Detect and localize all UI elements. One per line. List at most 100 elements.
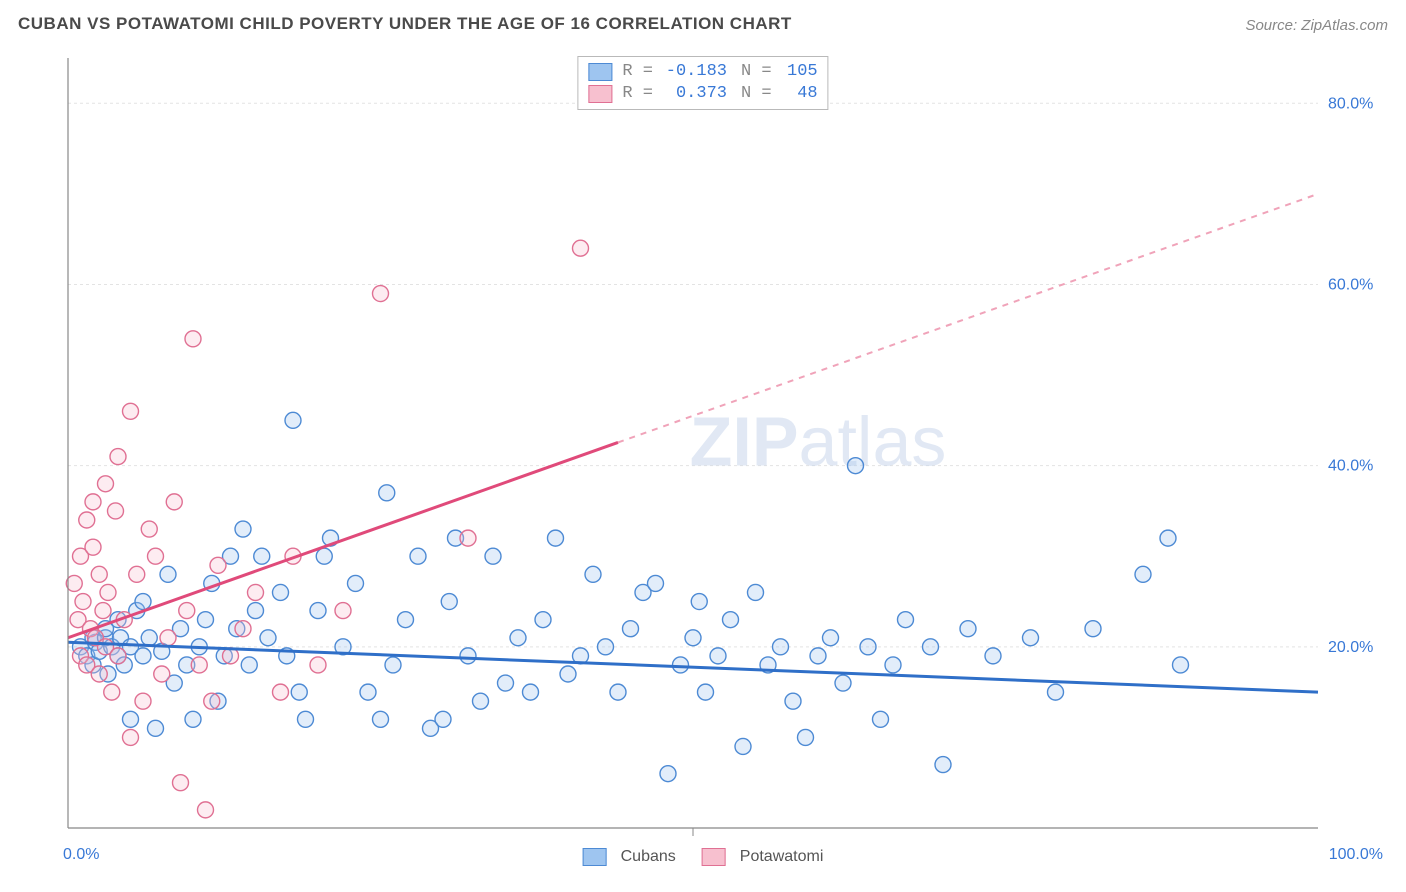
data-point (179, 603, 195, 619)
svg-text:40.0%: 40.0% (1328, 458, 1373, 475)
data-point (260, 630, 276, 646)
data-point (710, 648, 726, 664)
data-point (91, 666, 107, 682)
data-point (1023, 630, 1039, 646)
data-point (360, 684, 376, 700)
data-point (85, 494, 101, 510)
data-point (316, 548, 332, 564)
data-point (548, 530, 564, 546)
legend-n-value: 105 (776, 61, 818, 83)
data-point (135, 648, 151, 664)
data-point (585, 566, 601, 582)
data-point (673, 657, 689, 673)
legend-swatch (588, 63, 612, 81)
data-point (460, 648, 476, 664)
correlation-legend: R =-0.183N =105R = 0.373N = 48 (577, 56, 828, 110)
data-point (85, 539, 101, 555)
x-axis-min-label: 0.0% (63, 846, 99, 864)
data-point (860, 639, 876, 655)
data-point (898, 612, 914, 628)
data-point (1085, 621, 1101, 637)
data-point (691, 594, 707, 610)
data-point (100, 584, 116, 600)
data-point (1160, 530, 1176, 546)
svg-text:80.0%: 80.0% (1328, 95, 1373, 112)
data-point (523, 684, 539, 700)
data-point (685, 630, 701, 646)
data-point (398, 612, 414, 628)
data-point (648, 575, 664, 591)
legend-label: Potawatomi (740, 848, 824, 866)
data-point (560, 666, 576, 682)
data-point (735, 738, 751, 754)
svg-text:20.0%: 20.0% (1328, 639, 1373, 656)
data-point (291, 684, 307, 700)
chart-area: Child Poverty Under the Age of 16 20.0%4… (18, 48, 1388, 868)
data-point (373, 286, 389, 302)
legend-n-label: N = (741, 83, 772, 105)
legend-r-label: R = (622, 61, 653, 83)
data-point (110, 449, 126, 465)
legend-swatch (702, 848, 726, 866)
data-point (185, 711, 201, 727)
data-point (273, 684, 289, 700)
data-point (573, 240, 589, 256)
data-point (310, 603, 326, 619)
data-point (160, 630, 176, 646)
data-point (660, 766, 676, 782)
data-point (698, 684, 714, 700)
data-point (166, 494, 182, 510)
chart-source: Source: ZipAtlas.com (1245, 17, 1388, 34)
legend-n-label: N = (741, 61, 772, 83)
data-point (848, 458, 864, 474)
data-point (823, 630, 839, 646)
scatter-plot-svg: 20.0%40.0%60.0%80.0%ZIPatlas (58, 48, 1388, 868)
data-point (335, 603, 351, 619)
data-point (773, 639, 789, 655)
data-point (923, 639, 939, 655)
legend-swatch (583, 848, 607, 866)
data-point (210, 557, 226, 573)
data-point (1048, 684, 1064, 700)
data-point (154, 666, 170, 682)
data-point (460, 530, 476, 546)
data-point (623, 621, 639, 637)
data-point (1173, 657, 1189, 673)
data-point (148, 548, 164, 564)
data-point (885, 657, 901, 673)
data-point (241, 657, 257, 673)
data-point (485, 548, 501, 564)
data-point (960, 621, 976, 637)
data-point (285, 412, 301, 428)
data-point (66, 575, 82, 591)
data-point (79, 512, 95, 528)
data-point (273, 584, 289, 600)
data-point (254, 548, 270, 564)
data-point (75, 594, 91, 610)
data-point (104, 684, 120, 700)
data-point (785, 693, 801, 709)
legend-item: Potawatomi (702, 848, 824, 866)
svg-text:60.0%: 60.0% (1328, 276, 1373, 293)
data-point (248, 584, 264, 600)
data-point (110, 648, 126, 664)
legend-row: R = 0.373N = 48 (588, 83, 817, 105)
data-point (348, 575, 364, 591)
legend-label: Cubans (621, 848, 676, 866)
data-point (141, 630, 157, 646)
data-point (135, 594, 151, 610)
data-point (141, 521, 157, 537)
data-point (198, 612, 214, 628)
data-point (298, 711, 314, 727)
data-point (598, 639, 614, 655)
data-point (435, 711, 451, 727)
data-point (91, 566, 107, 582)
data-point (185, 331, 201, 347)
data-point (235, 621, 251, 637)
series-legend: Cubans Potawatomi (583, 848, 824, 866)
legend-swatch (588, 85, 612, 103)
data-point (441, 594, 457, 610)
data-point (373, 711, 389, 727)
data-point (498, 675, 514, 691)
data-point (610, 684, 626, 700)
